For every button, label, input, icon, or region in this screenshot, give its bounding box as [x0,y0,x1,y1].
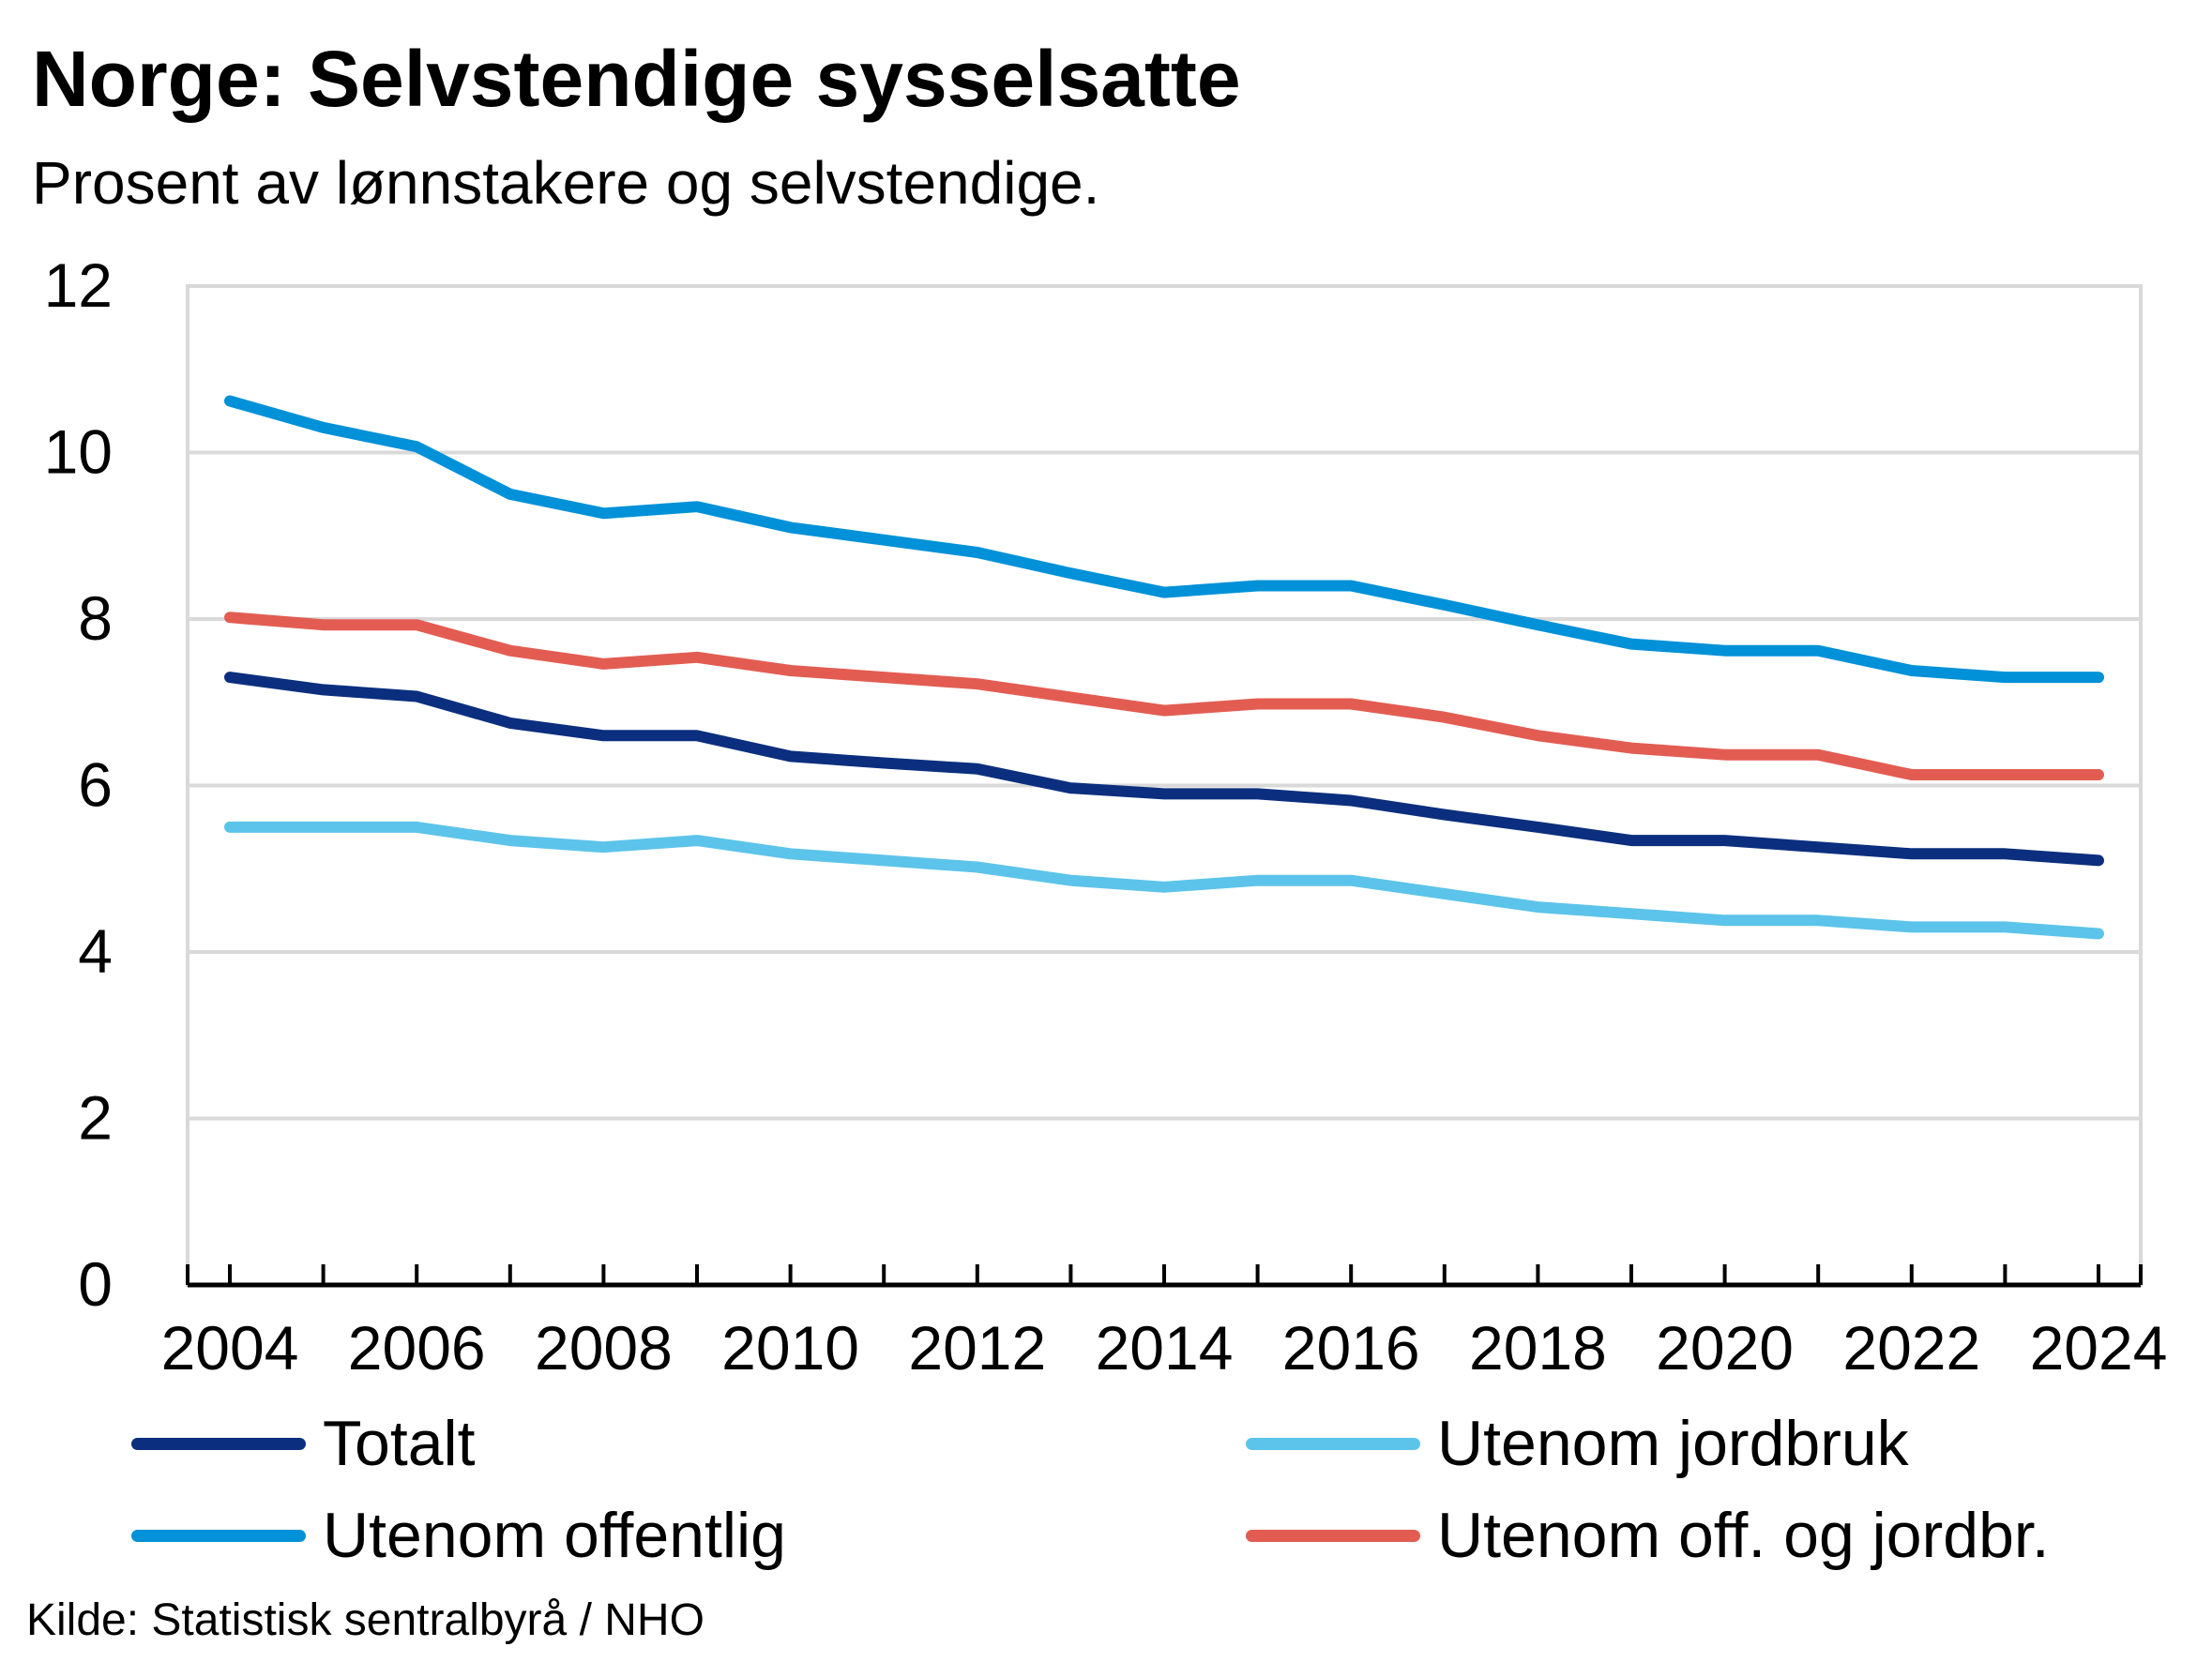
series-line-0 [224,672,2104,867]
x-tick-label-2004: 2004 [161,1313,299,1382]
series-line-3 [224,612,2104,780]
series-line-1 [224,821,2104,940]
x-tick-label-2022: 2022 [1842,1313,1980,1382]
x-tick-label-2018: 2018 [1469,1313,1607,1382]
legend-swatch-utenom-jordbruk [1246,1437,1420,1450]
y-tick-label-0: 0 [78,1249,113,1319]
y-tick-label-10: 10 [44,417,113,487]
y-tick-label-4: 4 [78,916,113,986]
y-tick-label-6: 6 [78,750,113,820]
chart-title: Norge: Selvstendige sysselsatte [32,35,1241,123]
series-lines [224,395,2104,940]
legend-swatch-utenom-offentlig [131,1529,306,1542]
chart-subtitle: Prosent av lønnstakere og selvstendige. [32,149,1100,217]
y-axis-tick-labels: 0 2 4 6 8 10 12 [44,250,113,1319]
x-tick-label-2006: 2006 [348,1313,486,1382]
legend-item-utenom-offentlig: Utenom offentlig [131,1499,786,1572]
x-tick-label-2014: 2014 [1096,1313,1234,1382]
grid-lines [186,284,2143,1287]
legend-label-utenom-jordbruk: Utenom jordbruk [1437,1408,1909,1479]
legend-label-utenom-off-og-jordbr: Utenom off. og jordbr. [1437,1500,2050,1571]
x-tick-label-2024: 2024 [2030,1313,2168,1382]
legend-swatch-utenom-off-og-jordbr [1246,1529,1420,1542]
x-tick-label-2012: 2012 [908,1313,1046,1382]
y-tick-label-12: 12 [44,250,113,320]
y-tick-label-8: 8 [78,583,113,653]
x-tick-label-2010: 2010 [721,1313,859,1382]
legend-swatch-totalt [131,1437,306,1450]
x-axis [186,1264,2143,1288]
x-tick-label-2020: 2020 [1656,1313,1794,1382]
legend-item-utenom-jordbruk: Utenom jordbruk [1246,1407,1909,1480]
x-tick-label-2016: 2016 [1282,1313,1420,1382]
series-line-2 [224,395,2104,684]
legend-label-utenom-offentlig: Utenom offentlig [323,1500,786,1571]
legend-label-totalt: Totalt [323,1408,476,1479]
legend-item-totalt: Totalt [131,1407,476,1480]
x-axis-tick-labels: 2004 2006 2008 2010 2012 2014 2016 2018 2020 2022… [161,1313,2168,1382]
y-tick-label-2: 2 [78,1083,113,1153]
x-tick-label-2008: 2008 [535,1313,673,1382]
legend-item-utenom-off-og-jordbr: Utenom off. og jordbr. [1246,1499,2050,1572]
source-note: Kilde: Statistisk sentralbyrå / NHO [26,1595,705,1645]
